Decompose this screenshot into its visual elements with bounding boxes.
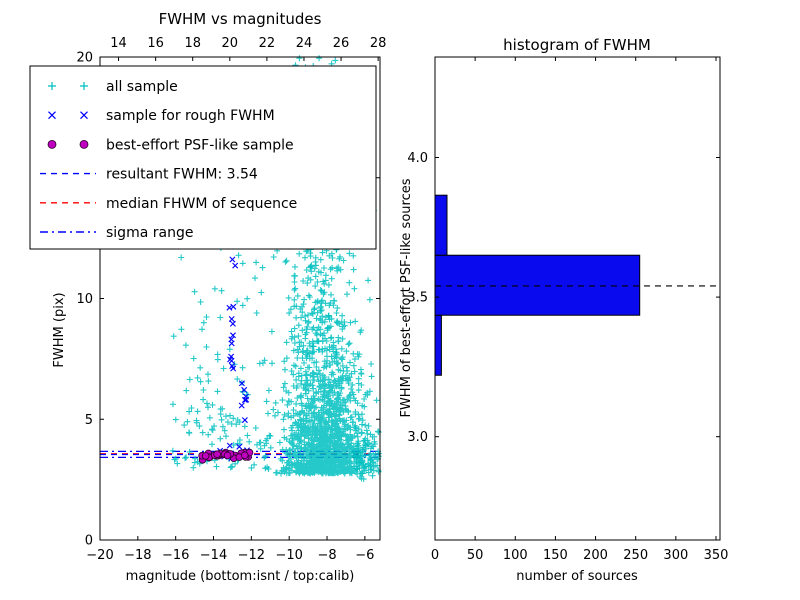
hist-y-tick-label: 3.5 (407, 291, 428, 306)
legend-plus-icon (48, 82, 56, 90)
histogram-ylabel: FWHM of best-effort PSF-like sources (399, 178, 414, 417)
x-tick-bottom-label: −6 (355, 548, 374, 563)
legend-circle-icon (79, 139, 89, 149)
histogram-title: histogram of FWHM (503, 36, 651, 54)
x-tick-bottom-label: −16 (162, 548, 189, 563)
histogram-bar (434, 194, 448, 256)
x-tick-top-label: 20 (222, 36, 239, 51)
hist-x-tick-label: 50 (467, 548, 484, 563)
x-tick-top-label: 28 (370, 36, 387, 51)
marker-circle (213, 450, 221, 459)
histogram-ticks: 0 50 100 150 200 250 300 350 3.0 3.5 4.0 (407, 57, 728, 563)
x-tick-top-label: 24 (296, 36, 313, 51)
y-tick-label: 5 (85, 413, 93, 428)
marker-cluster-plus (256, 84, 380, 477)
marker-cluster-plus (351, 422, 382, 483)
legend-label: sample for rough FWHM (106, 108, 275, 124)
scatter-title: FWHM vs magnitudes (159, 10, 322, 28)
x-tick-top-label: 18 (184, 36, 201, 51)
x-tick-bottom-label: −14 (200, 548, 227, 563)
legend-label: median FHWM of sequence (106, 196, 297, 212)
histogram-bars (434, 194, 641, 376)
hist-x-tick-label: 0 (431, 548, 439, 563)
legend-label: resultant FWHM: 3.54 (106, 167, 258, 183)
hist-x-tick-label: 200 (583, 548, 608, 563)
hist-x-tick-label: 100 (503, 548, 528, 563)
marker-cluster-x (226, 303, 237, 372)
histogram-axes-box (434, 56, 721, 541)
legend-x-icon (80, 111, 88, 120)
scatter-xlabel: magnitude (bottom:isnt / top:calib) (126, 569, 355, 584)
x-tick-bottom-label: −12 (238, 548, 265, 563)
x-tick-bottom-label: −10 (275, 548, 302, 563)
histogram-xlabel: number of sources (516, 569, 638, 584)
hist-y-tick-label: 3.0 (407, 430, 428, 445)
scatter-points (169, 55, 382, 483)
hist-x-tick-label: 350 (704, 548, 729, 563)
legend-x-icon (48, 111, 56, 120)
marker-circle (240, 451, 249, 460)
marker-cluster-x (238, 380, 250, 424)
legend-label: sigma range (106, 225, 193, 241)
x-tick-bottom-label: −20 (86, 548, 113, 563)
marker-circle (223, 451, 232, 460)
x-tick-top-label: 22 (259, 36, 276, 51)
hist-x-tick-label: 250 (623, 548, 648, 563)
hist-y-tick-label: 4.0 (407, 151, 428, 166)
scatter-ylabel: FWHM (pix) (52, 292, 67, 367)
y-tick-label: 0 (85, 534, 93, 549)
marker-circle (201, 452, 210, 460)
histogram-bar (434, 254, 641, 316)
y-tick-label: 20 (76, 51, 93, 66)
histogram-bar (434, 314, 442, 376)
legend-label: best-effort PSF-like sample (106, 137, 294, 153)
x-tick-top-label: 16 (147, 36, 164, 51)
legend-circle-icon (47, 139, 57, 149)
legend-box (29, 65, 377, 250)
legend: all sample sample for rough FWHM best-effo… (29, 65, 377, 250)
marker-cluster-plus (169, 103, 275, 472)
legend-plus-icon (80, 82, 88, 90)
x-tick-bottom-label: −8 (317, 548, 336, 563)
x-tick-top-label: 26 (333, 36, 350, 51)
x-tick-top-label: 14 (110, 36, 127, 51)
y-tick-label: 10 (76, 292, 93, 307)
hist-x-tick-label: 150 (543, 548, 568, 563)
scatter-subplot: −20 −18 −16 −14 −12 −10 −8 −6 14 16 18 20 22 24 26 28 0 5… (29, 10, 387, 584)
legend-label: all sample (106, 79, 178, 95)
hist-x-tick-label: 300 (663, 548, 688, 563)
x-tick-bottom-label: −18 (124, 548, 151, 563)
histogram-subplot: 0 50 100 150 200 250 300 350 3.0 3.5 4.0 histogram… (399, 36, 728, 584)
